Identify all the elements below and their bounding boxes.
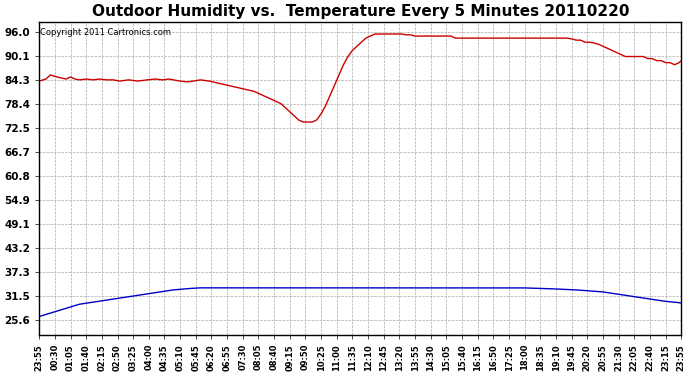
Title: Outdoor Humidity vs.  Temperature Every 5 Minutes 20110220: Outdoor Humidity vs. Temperature Every 5… bbox=[92, 4, 629, 19]
Text: Copyright 2011 Cartronics.com: Copyright 2011 Cartronics.com bbox=[41, 28, 172, 37]
